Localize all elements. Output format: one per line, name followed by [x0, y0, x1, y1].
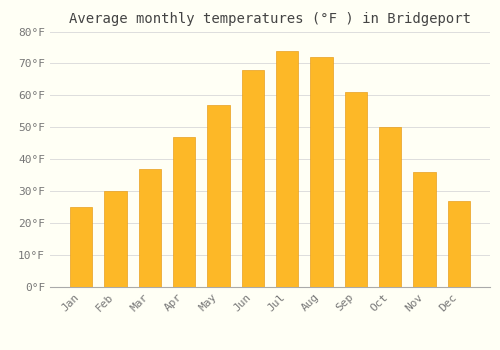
- Bar: [379, 127, 402, 287]
- Bar: [242, 70, 264, 287]
- Bar: [414, 172, 436, 287]
- Bar: [310, 57, 332, 287]
- Bar: [70, 207, 92, 287]
- Bar: [138, 169, 161, 287]
- Bar: [448, 201, 470, 287]
- Title: Average monthly temperatures (°F ) in Bridgeport: Average monthly temperatures (°F ) in Br…: [69, 12, 471, 26]
- Bar: [344, 92, 367, 287]
- Bar: [276, 51, 298, 287]
- Bar: [173, 137, 196, 287]
- Bar: [104, 191, 126, 287]
- Bar: [208, 105, 230, 287]
